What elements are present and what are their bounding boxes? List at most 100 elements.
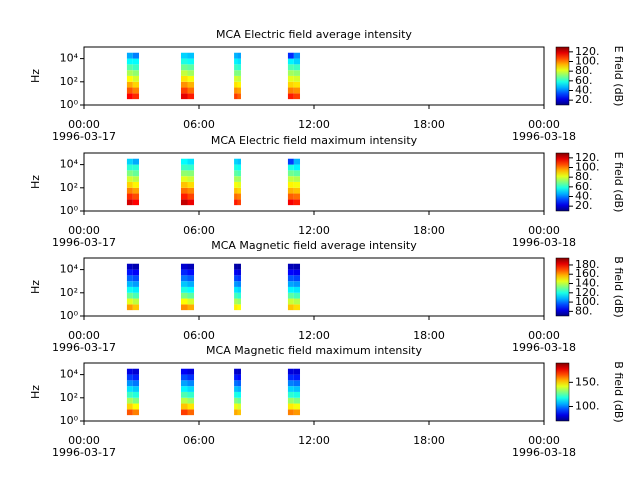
spectrogram-cell: [187, 181, 195, 188]
x-tick-label: 00:00: [68, 224, 100, 237]
spectrogram-cell: [180, 170, 188, 177]
x-tick-label: 06:00: [183, 118, 215, 131]
spectrogram-cell: [293, 374, 301, 381]
spectrogram-cell: [180, 275, 188, 282]
spectrogram-cell: [132, 193, 140, 200]
spectrogram-cell: [126, 374, 133, 381]
spectrogram-cell: [187, 374, 195, 381]
spectrogram-cell: [180, 93, 188, 100]
x-tick-label: 18:00: [413, 434, 445, 447]
spectrogram-cell: [293, 286, 301, 293]
colorbar-label: E field (dB): [612, 152, 625, 213]
spectrogram-cell: [180, 391, 188, 398]
x-tick-label: 18:00: [413, 118, 445, 131]
spectrogram-cell: [187, 292, 195, 299]
spectrogram-cell: [293, 176, 301, 182]
spectrogram-cell: [187, 368, 195, 375]
spectrogram-cell: [126, 181, 133, 188]
y-axis-label: Hz: [29, 280, 42, 294]
spectrogram-cell: [180, 374, 188, 381]
colorbar-tick-label: 100.: [575, 295, 600, 308]
spectrogram-cell: [234, 391, 238, 398]
spectrogram-cell: [132, 374, 140, 381]
spectrogram-cell: [237, 391, 241, 398]
colorbar-tick-label: 100.: [575, 400, 600, 413]
colorbar-tick-label: 120.: [575, 45, 600, 58]
spectrogram-cell: [180, 386, 188, 392]
spectrogram-cell: [126, 275, 133, 282]
spectrogram-cell: [187, 64, 195, 71]
spectrogram-cell: [293, 58, 301, 65]
spectrogram-cell: [293, 193, 301, 200]
spectrogram-cell: [287, 409, 294, 416]
spectrogram-cell: [293, 281, 301, 287]
spectrogram-cell: [187, 269, 195, 276]
spectrogram-cell: [234, 170, 238, 177]
spectrogram-cell: [234, 193, 238, 200]
x-date-label: 1996-03-18: [512, 236, 576, 249]
spectrogram-cell: [180, 298, 188, 305]
y-tick-label: 10⁴: [60, 158, 79, 171]
spectrogram-cell: [180, 368, 188, 375]
spectrogram-cell: [187, 304, 195, 311]
spectrogram-cell: [132, 403, 140, 410]
colorbar-tick-label: 100.: [575, 161, 600, 174]
spectrogram-cell: [287, 81, 294, 88]
spectrogram-cell: [126, 368, 133, 375]
spectrogram-cell: [180, 281, 188, 287]
spectrogram-cell: [187, 409, 195, 416]
x-date-label: 1996-03-17: [52, 130, 116, 143]
plot-frame: [83, 46, 545, 106]
spectrogram-cell: [237, 409, 241, 416]
spectrogram-cell: [287, 368, 294, 375]
panel-title: MCA Electric field average intensity: [216, 28, 412, 41]
spectrogram-cell: [132, 286, 140, 293]
spectrogram-cell: [293, 263, 301, 270]
spectrogram-cell: [180, 64, 188, 71]
spectrogram-cell: [293, 87, 301, 94]
spectrogram-cell: [234, 93, 238, 100]
spectrogram-cell: [180, 181, 188, 188]
spectrogram-cell: [237, 263, 241, 270]
spectrogram-cell: [234, 281, 238, 287]
spectrogram-cell: [180, 269, 188, 276]
y-tick-label: 10⁴: [60, 52, 79, 65]
spectrogram-cell: [293, 199, 301, 206]
spectrogram-cell: [237, 170, 241, 177]
spectrogram-cell: [126, 269, 133, 276]
spectrogram-cell: [132, 93, 140, 100]
y-tick-label: 10⁰: [60, 98, 79, 111]
spectrogram-cell: [126, 58, 133, 65]
y-tick-label: 10²: [60, 286, 78, 299]
spectrogram-cell: [132, 87, 140, 94]
spectrogram-cell: [132, 70, 140, 76]
spectrogram-cell: [287, 58, 294, 65]
spectrogram-cell: [187, 176, 195, 182]
spectrogram-cell: [132, 368, 140, 375]
x-date-label: 1996-03-18: [512, 130, 576, 143]
spectrogram-cell: [234, 304, 238, 311]
spectrogram-cell: [132, 391, 140, 398]
spectrogram-cell: [293, 269, 301, 276]
colorbar-tick-label: 80.: [575, 170, 593, 183]
spectrogram-cell: [126, 70, 133, 76]
colorbar-tick-label: 120.: [575, 286, 600, 299]
spectrogram-cell: [237, 75, 241, 82]
spectrogram-cell: [293, 397, 301, 404]
x-date-label: 1996-03-18: [512, 341, 576, 354]
spectrogram-cell: [180, 292, 188, 299]
spectrogram-cell: [237, 164, 241, 171]
x-tick-label: 06:00: [183, 434, 215, 447]
spectrogram-cell: [237, 81, 241, 88]
panel-title: MCA Magnetic field average intensity: [211, 239, 417, 252]
spectrogram-cell: [126, 170, 133, 177]
spectrogram-cell: [187, 52, 195, 59]
spectrogram-cell: [132, 181, 140, 188]
spectrogram-cell: [132, 380, 140, 387]
colorbar: [555, 362, 570, 422]
x-tick-label: 00:00: [68, 118, 100, 131]
spectrogram-cell: [287, 52, 294, 59]
spectrogram-cell: [237, 87, 241, 94]
panel-title: MCA Magnetic field maximum intensity: [206, 344, 422, 357]
y-axis-label: Hz: [29, 175, 42, 189]
